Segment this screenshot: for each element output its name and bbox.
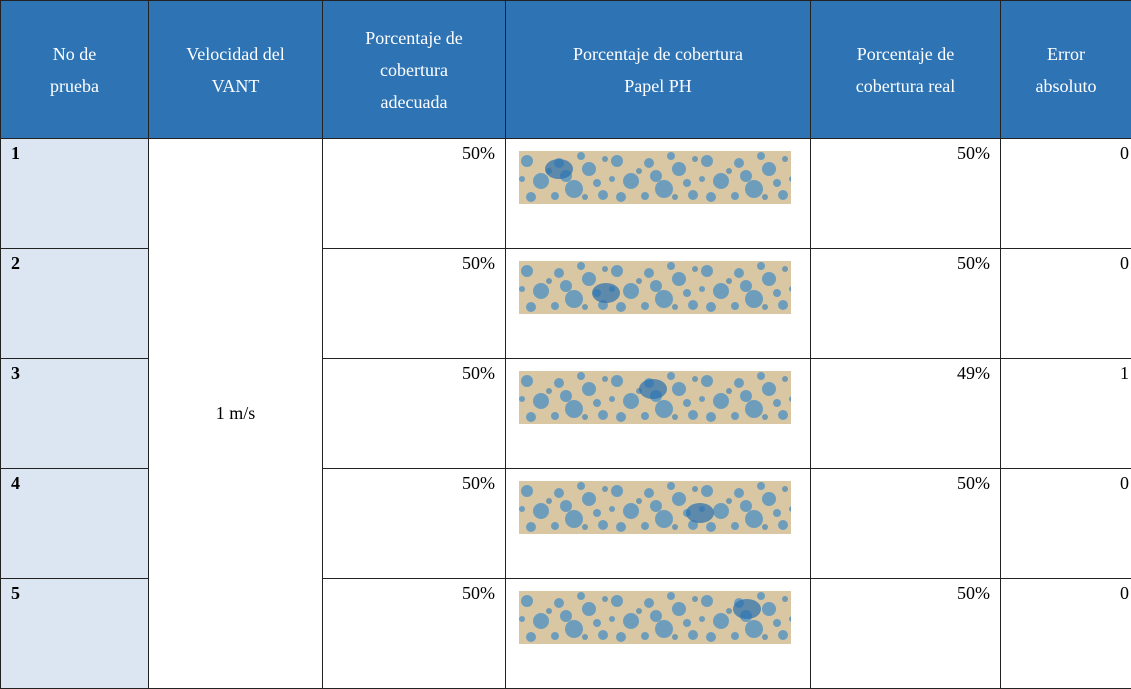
- paper-image: [519, 591, 791, 644]
- paper-texture: [519, 261, 791, 314]
- real-coverage: 50%: [811, 579, 1001, 689]
- header-cell: Porcentaje de cobertura adecuada: [323, 1, 506, 139]
- paper-spot: [592, 283, 620, 303]
- paper-image-cell: [506, 139, 811, 249]
- header-cell: Porcentaje de cobertura Papel PH: [506, 1, 811, 139]
- header-text: Velocidad del VANT: [176, 38, 296, 102]
- test-number: 2: [1, 249, 149, 359]
- speed-cell: 1 m/s: [149, 139, 323, 689]
- paper-image-cell: [506, 249, 811, 359]
- paper-spot: [733, 599, 761, 619]
- header-cell: Porcentaje de cobertura real: [811, 1, 1001, 139]
- target-coverage: 50%: [323, 249, 506, 359]
- page: No de prueba Velocidad del VANT Porcentaje…: [0, 0, 1131, 643]
- real-coverage: 49%: [811, 359, 1001, 469]
- target-coverage: 50%: [323, 469, 506, 579]
- test-number: 5: [1, 579, 149, 689]
- paper-image: [519, 261, 791, 314]
- paper-texture: [519, 481, 791, 534]
- paper-image: [519, 151, 791, 204]
- paper-spot: [686, 503, 714, 523]
- absolute-error: 0: [1001, 469, 1131, 579]
- header-cell: No de prueba: [1, 1, 149, 139]
- paper-image-cell: [506, 579, 811, 689]
- paper-image-cell: [506, 359, 811, 469]
- real-coverage: 50%: [811, 469, 1001, 579]
- target-coverage: 50%: [323, 139, 506, 249]
- test-number: 1: [1, 139, 149, 249]
- absolute-error: 0: [1001, 139, 1131, 249]
- paper-spot: [639, 379, 667, 399]
- header-cell: Velocidad del VANT: [149, 1, 323, 139]
- real-coverage: 50%: [811, 139, 1001, 249]
- paper-image: [519, 371, 791, 424]
- test-number: 3: [1, 359, 149, 469]
- test-number: 4: [1, 469, 149, 579]
- paper-image-cell: [506, 469, 811, 579]
- paper-image: [519, 481, 791, 534]
- header-row: No de prueba Velocidad del VANT Porcentaje…: [1, 1, 1131, 139]
- header-text: Error absoluto: [1026, 38, 1106, 102]
- absolute-error: 0: [1001, 579, 1131, 689]
- header-cell: Error absoluto: [1001, 1, 1131, 139]
- target-coverage: 50%: [323, 359, 506, 469]
- real-coverage: 50%: [811, 249, 1001, 359]
- header-text: Porcentaje de cobertura real: [836, 38, 976, 102]
- paper-spot: [545, 159, 573, 179]
- header-text: Porcentaje de cobertura adecuada: [354, 22, 474, 118]
- header-text: Porcentaje de cobertura Papel PH: [558, 38, 758, 102]
- absolute-error: 0: [1001, 249, 1131, 359]
- absolute-error: 1: [1001, 359, 1131, 469]
- target-coverage: 50%: [323, 579, 506, 689]
- header-text: No de prueba: [45, 38, 105, 102]
